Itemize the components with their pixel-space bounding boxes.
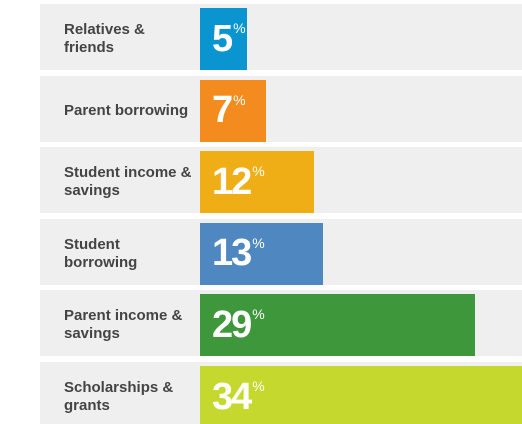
category-label: Student borrowing — [64, 235, 138, 271]
value-label: 7% — [212, 89, 246, 132]
value-label: 34% — [212, 375, 265, 418]
value-label: 29% — [212, 303, 265, 346]
row-band — [40, 4, 522, 70]
category-label: Relatives & friends — [64, 21, 145, 56]
row-band — [40, 75, 522, 142]
category-label: Parent income & savings — [64, 307, 183, 343]
value-label: 5% — [212, 17, 246, 60]
bar — [200, 366, 522, 424]
category-label: Student income & savings — [64, 164, 192, 200]
bar — [200, 8, 248, 70]
category-label: Parent borrowing — [64, 101, 189, 119]
bar — [200, 222, 324, 285]
value-label: 12% — [212, 160, 265, 203]
value-label: 13% — [212, 232, 265, 275]
category-label: Scholarships & grants — [64, 379, 174, 414]
bar — [200, 294, 475, 357]
bar — [200, 151, 314, 214]
bar — [200, 79, 267, 142]
